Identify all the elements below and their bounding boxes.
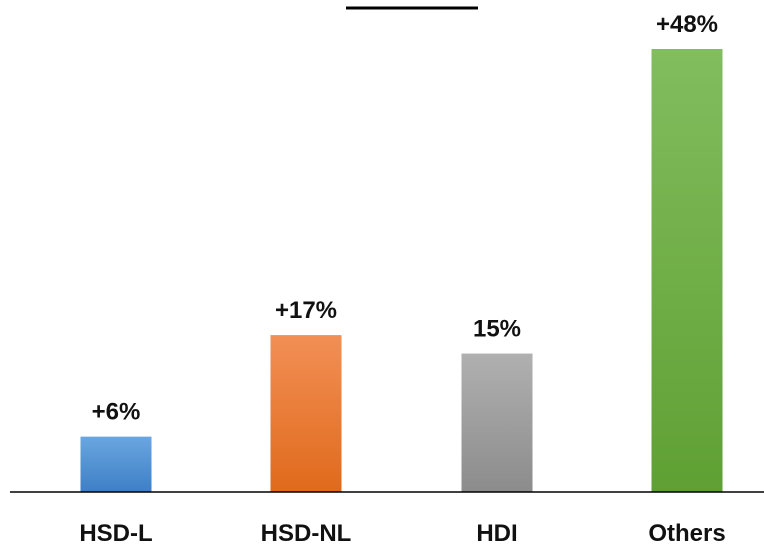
bar-hsd-l [80,436,152,492]
bar-others [651,49,723,492]
data-label-hsd-nl: +17% [275,297,337,324]
data-label-hdi: 15% [473,316,521,343]
data-label-others: +48% [656,11,718,38]
data-label-hsd-l: +6% [92,399,141,426]
bar-hdi [461,353,533,492]
data-labels-layer: +6% +17% 15% +48% [92,11,718,426]
bar-hsd-nl [270,335,342,492]
bars-layer [80,49,723,492]
category-labels-layer: HSD-L HSD-NL HDI Others [79,520,725,546]
category-label-hsd-nl: HSD-NL [261,520,352,546]
category-label-hsd-l: HSD-L [79,520,152,546]
category-label-hdi: HDI [476,520,517,546]
category-label-others: Others [648,520,725,546]
